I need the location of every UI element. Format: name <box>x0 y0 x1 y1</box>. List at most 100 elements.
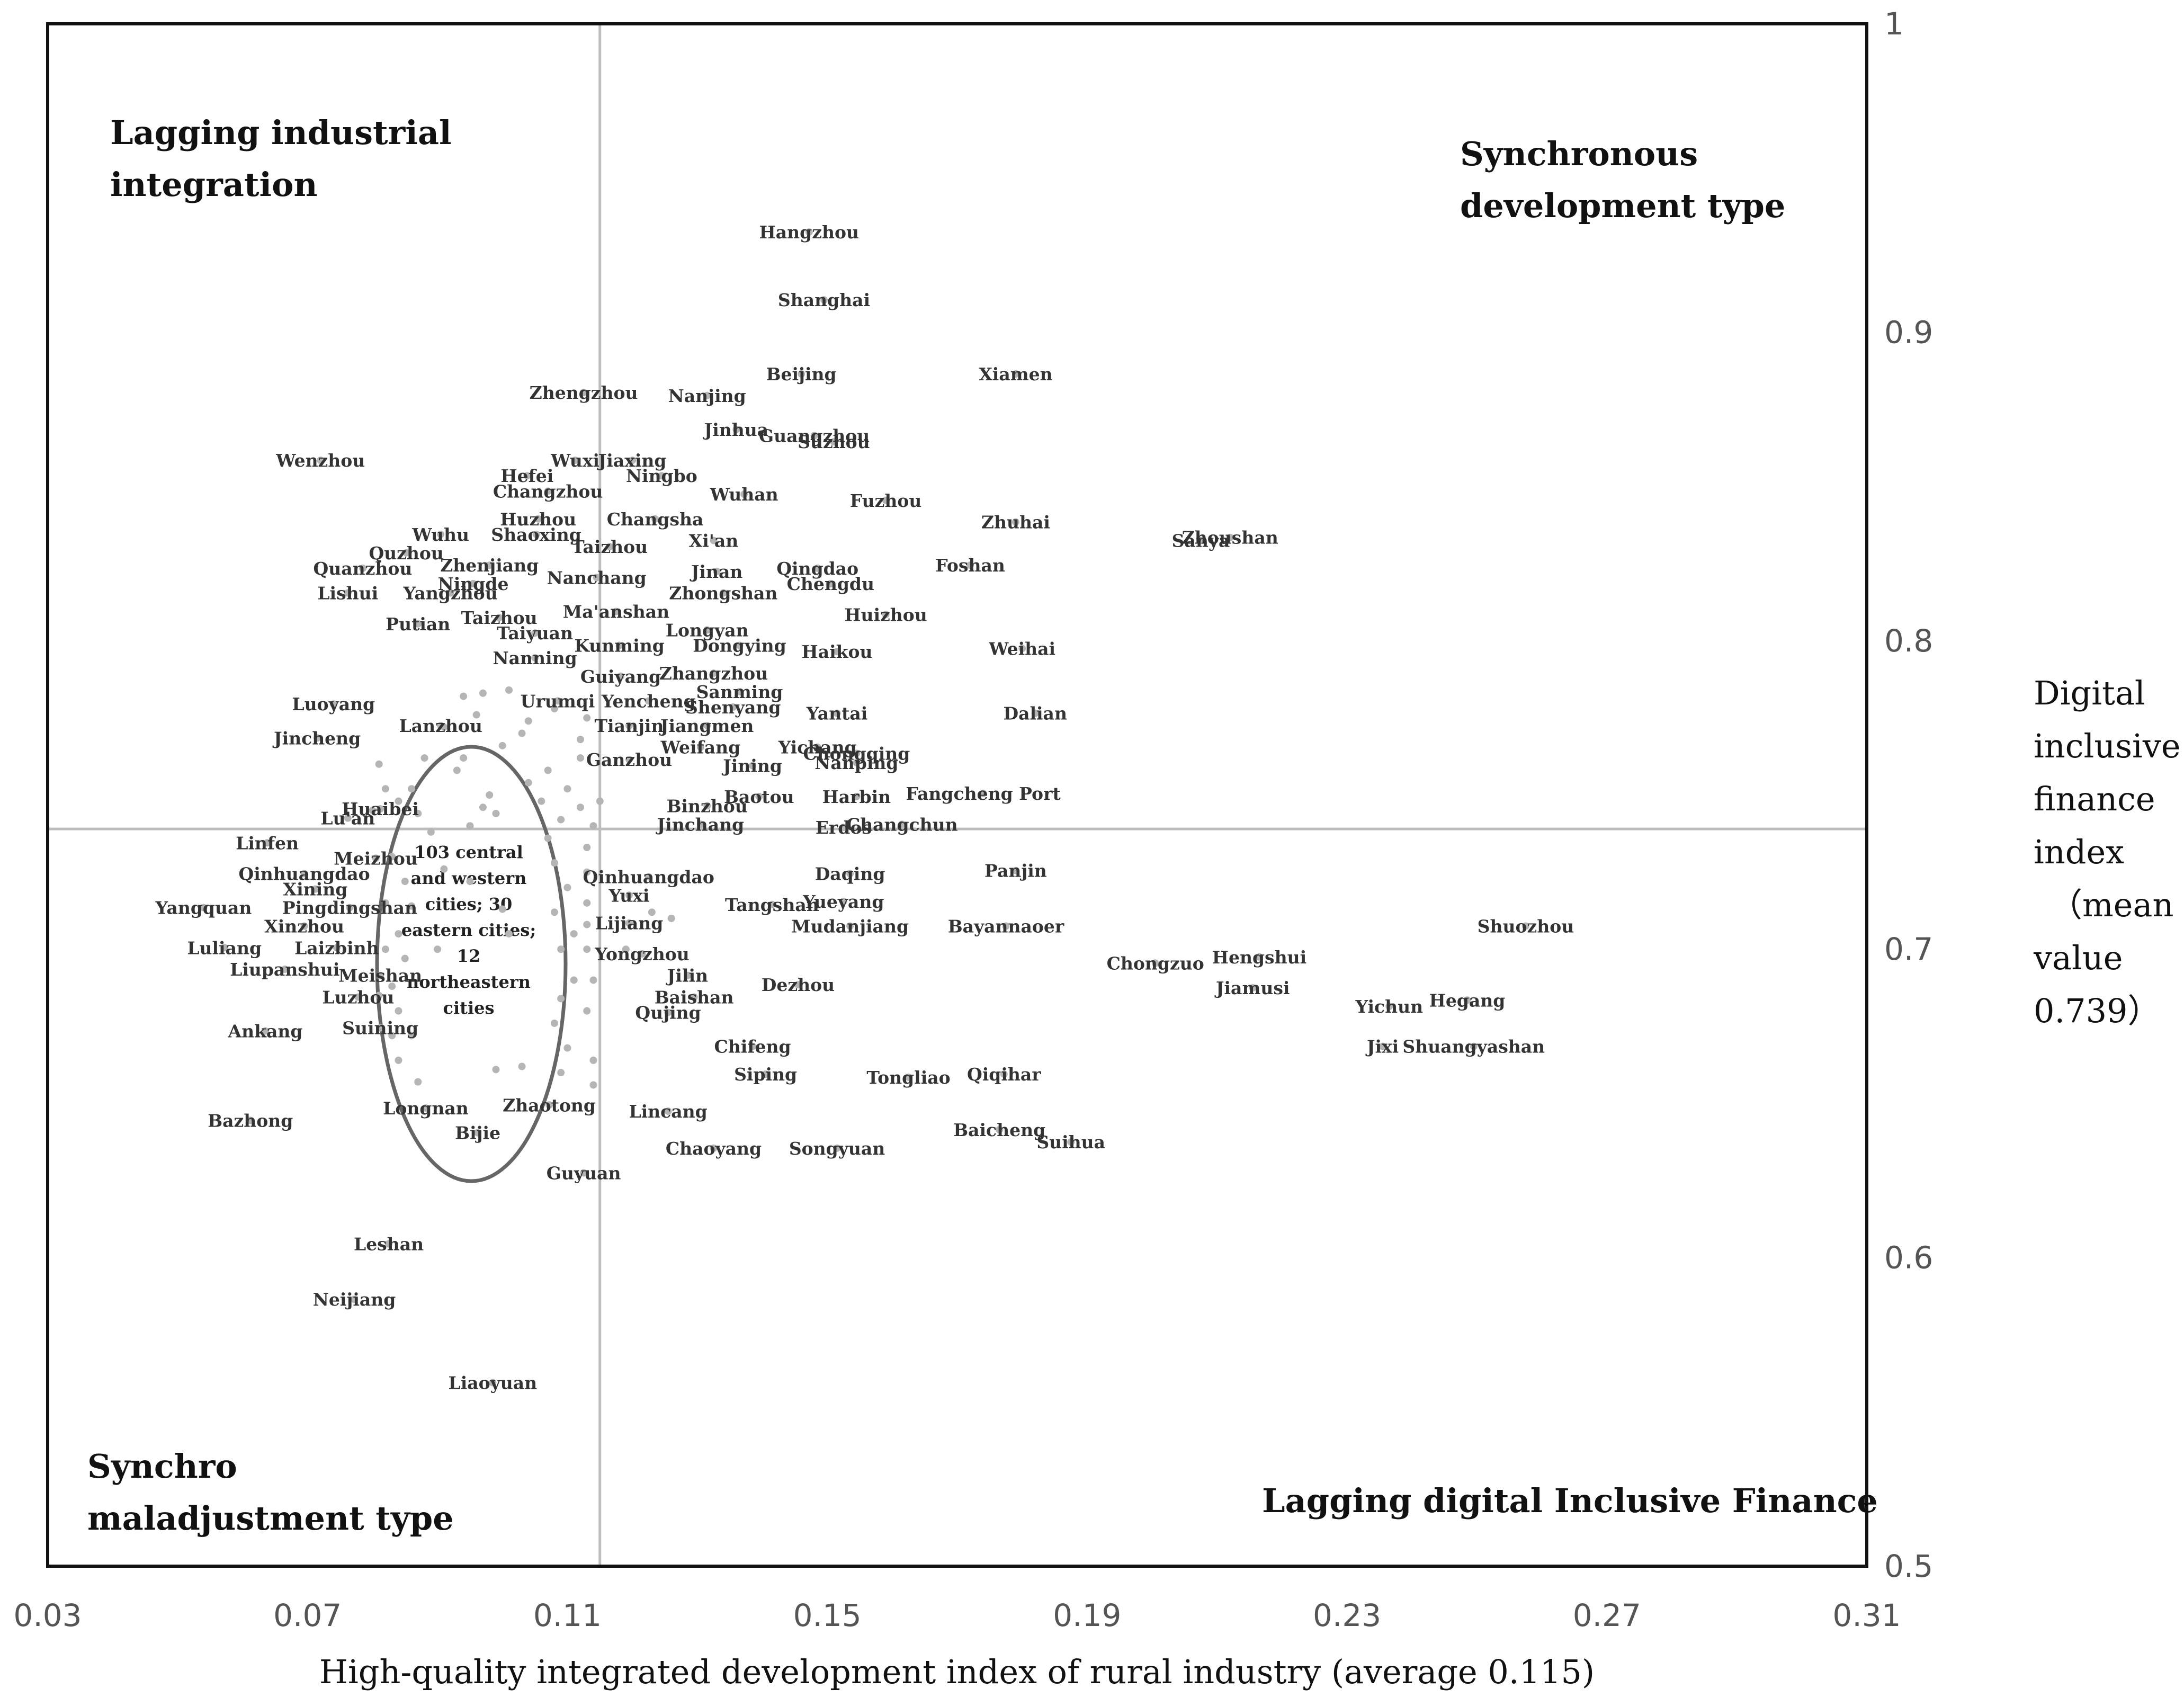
point-label: Xinzhou <box>264 916 344 937</box>
data-point <box>768 900 776 908</box>
point-label: Mudanjiang <box>791 916 909 937</box>
x-tick-labels: 0.03 0.07 0.11 0.15 0.19 0.23 0.27 0.31 <box>13 1597 1901 1633</box>
data-point <box>479 803 487 811</box>
point-label: Urumqi <box>521 691 595 711</box>
data-point <box>354 993 362 1001</box>
data-point <box>472 711 480 719</box>
ellipse-annotation-line: eastern cities; <box>401 920 536 940</box>
data-point <box>395 1056 402 1064</box>
point-label: Nanping <box>814 753 898 773</box>
point-label: Beijing <box>766 364 837 385</box>
point-label: Lijiang <box>595 913 664 934</box>
point-label: Jincheng <box>272 728 361 748</box>
data-point <box>422 1104 429 1112</box>
point-label: Taizhou <box>571 537 648 557</box>
point-labels: Hangzhou Shanghai Beijing Xiamen Zhengzhou Na… <box>155 222 1574 1393</box>
point-label: Yichang <box>778 737 857 758</box>
point-label: Sanya <box>1172 531 1230 551</box>
data-point <box>557 945 565 953</box>
data-point <box>749 762 757 770</box>
ellipse-annotation-line: cities; 30 <box>425 894 512 914</box>
point-label: Changzhou <box>493 481 603 502</box>
data-point <box>344 589 352 597</box>
data-point <box>615 641 623 649</box>
y-axis-title-line: 0.739） <box>2034 992 2161 1030</box>
data-point <box>505 930 513 938</box>
data-point <box>505 686 513 694</box>
quadrant-label-top-left: integration <box>110 165 318 204</box>
data-point <box>377 971 384 979</box>
data-point <box>377 805 384 813</box>
point-label: Kunming <box>574 636 664 656</box>
data-point <box>1018 645 1026 653</box>
data-point <box>710 1144 718 1152</box>
point-label: Erdos <box>816 817 872 838</box>
data-point <box>839 824 847 832</box>
data-point <box>414 620 422 628</box>
data-point <box>690 993 698 1001</box>
data-point <box>625 756 633 764</box>
point-label: Shuozhou <box>1478 916 1574 937</box>
point-label: Ankang <box>228 1021 303 1042</box>
data-point <box>713 567 721 575</box>
point-label: Shanghai <box>778 290 870 310</box>
quadrant-label-bottom-left: maladjustment type <box>87 1499 454 1538</box>
y-tick-label: 0.8 <box>1884 623 1933 659</box>
point-label: Harbin <box>822 787 891 807</box>
point-label: Ningbo <box>626 466 697 486</box>
data-point <box>846 870 854 878</box>
data-point <box>798 370 805 378</box>
point-label: Luzhou <box>322 987 394 1007</box>
data-point <box>648 908 656 916</box>
x-axis-title: High-quality integrated development inde… <box>319 1653 1595 1691</box>
y-axis-title-line: Digital <box>2034 674 2145 712</box>
data-point <box>1226 533 1234 541</box>
point-label: Foshan <box>935 555 1005 576</box>
data-point <box>583 921 591 928</box>
y-tick-label: 0.5 <box>1884 1548 1933 1584</box>
data-point <box>550 908 558 916</box>
quadrant-label-top-right: development type <box>1460 186 1785 225</box>
data-point <box>1012 867 1019 874</box>
data-point <box>583 1007 591 1015</box>
point-label: Daqing <box>815 864 885 885</box>
data-point <box>544 834 552 842</box>
data-point <box>466 878 474 886</box>
point-label: Bijie <box>455 1123 500 1144</box>
data-point <box>563 785 571 793</box>
point-label: Suihua <box>1036 1132 1105 1153</box>
data-point <box>437 530 445 538</box>
point-label: Dalian <box>1003 703 1067 724</box>
point-label: Tongliao <box>866 1067 950 1088</box>
point-label: Suzhou <box>798 432 870 452</box>
point-label: Baotou <box>724 787 794 807</box>
point-label: Yongzhou <box>594 944 690 964</box>
point-label: Nanjing <box>668 386 746 406</box>
point-label: Weihai <box>988 638 1055 659</box>
data-point <box>1255 953 1263 961</box>
data-point <box>830 438 838 446</box>
data-point <box>736 687 744 695</box>
data-point <box>408 902 415 910</box>
y-axis-title-line: index <box>2034 833 2124 871</box>
points <box>200 228 1529 1387</box>
data-point <box>395 797 402 805</box>
cluster-ellipse <box>375 745 568 1183</box>
point-label: Changchun <box>846 814 958 835</box>
data-point <box>576 754 584 762</box>
data-point <box>740 490 748 498</box>
data-point <box>314 734 321 742</box>
point-label: Wuhu <box>411 524 469 545</box>
data-point <box>612 608 620 615</box>
data-point <box>606 543 614 551</box>
point-label: Laizbinh <box>294 937 379 958</box>
data-point <box>729 703 737 711</box>
data-point <box>414 809 422 817</box>
point-label: Changsha <box>607 509 704 530</box>
data-point <box>593 574 601 582</box>
point-label: Zhangzhou <box>659 663 768 684</box>
data-point <box>220 944 228 952</box>
point-label: Qiqihar <box>967 1064 1041 1085</box>
data-point <box>388 982 396 990</box>
data-point <box>395 1007 402 1015</box>
